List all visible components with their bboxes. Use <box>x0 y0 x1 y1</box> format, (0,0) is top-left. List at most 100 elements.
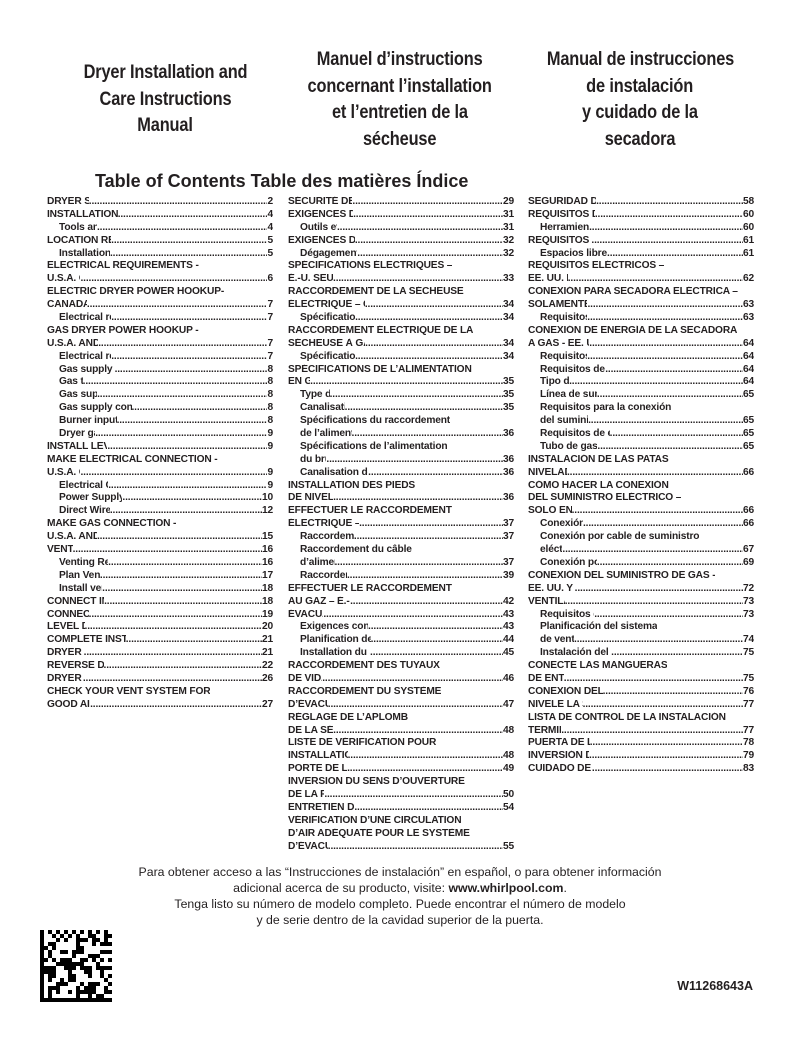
toc-entry[interactable]: INSTALACIÓN DE LAS PATAS <box>528 454 754 467</box>
toc-subentry[interactable]: Requisitos de entrada del quemador 65 <box>528 428 754 441</box>
toc-entry[interactable]: É.-U. SEULEMENT 33 <box>288 273 514 286</box>
toc-entry[interactable]: U.S.A. ONLY 6 <box>47 273 273 286</box>
toc-entry[interactable]: ENTRETIEN DE LA SÉCHEUSE 54 <box>288 802 514 815</box>
toc-entry[interactable]: MAKE GAS CONNECTION - <box>47 518 273 531</box>
toc-subentry[interactable]: Installation clearances 5 <box>47 248 273 261</box>
toc-subentry[interactable]: Raccordement direct 39 <box>288 570 514 583</box>
toc-entry[interactable]: EXIGENCES D’INSTALLATION 31 <box>288 209 514 222</box>
toc-entry[interactable]: GAS DRYER POWER HOOKUP - <box>47 325 273 338</box>
toc-subentry[interactable]: Dégagements d’installation 32 <box>288 248 514 261</box>
toc-entry[interactable]: DE NIVELLEMENT 36 <box>288 492 514 505</box>
toc-subentry[interactable]: Gas supply line 8 <box>47 389 273 402</box>
toc-subentry[interactable]: Raccordement du câble <box>288 544 514 557</box>
toc-subentry[interactable]: Requisitos de ventilación 73 <box>528 609 754 622</box>
website-link[interactable]: www.whirlpool.com <box>448 881 564 895</box>
toc-subentry[interactable]: Canalisation de gaz 35 <box>288 402 514 415</box>
toc-subentry[interactable]: Conexión por cable de suministro <box>528 531 754 544</box>
toc-entry[interactable]: U.S.A. AND CANADA 15 <box>47 531 273 544</box>
toc-entry[interactable]: INSTALLATION REQUIREMENTS 4 <box>47 209 273 222</box>
toc-subentry[interactable]: Electrical requirements 7 <box>47 312 273 325</box>
toc-entry[interactable]: CONEXIÓN PARA SECADORA ELÉCTRICA – <box>528 286 754 299</box>
toc-entry[interactable]: CONEXIÓN DEL DUCTO DE ESCAPE 76 <box>528 686 754 699</box>
toc-entry[interactable]: U.S.A. AND CANADA 7 <box>47 338 273 351</box>
toc-subentry[interactable]: Línea de suministro de gas 65 <box>528 389 754 402</box>
toc-entry[interactable]: DE LA SÉCHEUSE 48 <box>288 725 514 738</box>
toc-entry[interactable]: REQUISITOS DE UBICACIÓN 61 <box>528 235 754 248</box>
toc-entry[interactable]: TERMINADA 77 <box>528 725 754 738</box>
toc-entry[interactable]: D’ÉVACUATION 55 <box>288 841 514 854</box>
toc-entry[interactable]: ÉLECTRIQUE – CANADA SEULEMENT 34 <box>288 299 514 312</box>
toc-subentry[interactable]: Requisitos eléctricos 63 <box>528 312 754 325</box>
toc-entry[interactable]: REVERSE DOOR SWING 22 <box>47 660 273 673</box>
toc-entry[interactable]: MAKE ELECTRICAL CONNECTION - <box>47 454 273 467</box>
toc-entry[interactable]: ELECTRIC DRYER POWER HOOKUP- <box>47 286 273 299</box>
toc-entry[interactable]: CONNECT VENT 19 <box>47 609 273 622</box>
toc-entry[interactable]: U.S.A. ONLY 9 <box>47 467 273 480</box>
toc-entry[interactable]: INVERSION DU SENS D’OUVERTURE <box>288 776 514 789</box>
toc-subentry[interactable]: Tools and parts 4 <box>47 222 273 235</box>
toc-entry[interactable]: INSTALLATION TERMINÉE 48 <box>288 750 514 763</box>
toc-entry[interactable]: NIVELE LA SECADORA 77 <box>528 699 754 712</box>
toc-subentry[interactable]: Gas type 8 <box>47 376 273 389</box>
toc-subentry[interactable]: du brûleur 36 <box>288 454 514 467</box>
toc-entry[interactable]: SÉCHEUSE À GAZ – É.-U. ET CANADA 34 <box>288 338 514 351</box>
toc-entry[interactable]: PUERTA DE LA SECADORA 78 <box>528 737 754 750</box>
toc-entry[interactable]: REQUISITOS DE INSTALACIÓN 60 <box>528 209 754 222</box>
toc-entry[interactable]: INVERSIÓN DE LA PUERTA 79 <box>528 750 754 763</box>
toc-entry[interactable]: DRYER DOOR 21 <box>47 647 273 660</box>
toc-subentry[interactable]: Spécifications électriques 34 <box>288 312 514 325</box>
toc-subentry[interactable]: Electrical Connection 9 <box>47 480 273 493</box>
toc-entry[interactable]: DRYER SAFETY 2 <box>47 196 273 209</box>
toc-entry[interactable]: DRYER CARE 26 <box>47 673 273 686</box>
toc-subentry[interactable]: Spécifications de l’alimentation <box>288 441 514 454</box>
toc-subentry[interactable]: Herramientas y piezas 60 <box>528 222 754 235</box>
toc-subentry[interactable]: eléctrico 67 <box>528 544 754 557</box>
toc-entry[interactable]: INSTALLATION DES PIEDS <box>288 480 514 493</box>
toc-entry[interactable]: LISTE DE VÉRIFICATION POUR <box>288 737 514 750</box>
toc-entry[interactable]: EN GAZ 35 <box>288 376 514 389</box>
toc-entry[interactable]: VENTILACIÓN 73 <box>528 596 754 609</box>
toc-subentry[interactable]: Exigences concernant l’évacuation 43 <box>288 621 514 634</box>
toc-entry[interactable]: DEL SUMINISTRO ELÉCTRICO – <box>528 492 754 505</box>
toc-subentry[interactable]: Instalación del sistema de ventilación 75 <box>528 647 754 660</box>
toc-entry[interactable]: ELECTRICAL REQUIREMENTS - <box>47 260 273 273</box>
toc-entry[interactable]: LEVEL DRYER 20 <box>47 621 273 634</box>
toc-entry[interactable]: PORTE DE LA SÉCHEUSE 49 <box>288 763 514 776</box>
toc-entry[interactable]: RACCORDEMENT DU SYSTÈME <box>288 686 514 699</box>
toc-subentry[interactable]: Espacios libres para la instalación 61 <box>528 248 754 261</box>
toc-subentry[interactable]: Installation du système d’évacuation 45 <box>288 647 514 660</box>
toc-subentry[interactable]: Spécifications du raccordement <box>288 415 514 428</box>
toc-subentry[interactable]: Electrical requirements 7 <box>47 351 273 364</box>
toc-subentry[interactable]: Planification des circuits de conduits 44 <box>288 634 514 647</box>
toc-entry[interactable]: CONEXIÓN DE ENERGÍA DE LA SECADORA <box>528 325 754 338</box>
toc-subentry[interactable]: Dryer gas pipe 9 <box>47 428 273 441</box>
toc-entry[interactable]: SÉCURITÉ DE LA SÉCHEUSE 29 <box>288 196 514 209</box>
toc-entry[interactable]: REQUISITOS ELÉCTRICOS – <box>528 260 754 273</box>
toc-entry[interactable]: DE VIDANGE 46 <box>288 673 514 686</box>
toc-subentry[interactable]: Conexión eléctrica 66 <box>528 518 754 531</box>
toc-subentry[interactable]: Tipo de gas 64 <box>528 376 754 389</box>
toc-subentry[interactable]: Direct Wire Connection 12 <box>47 505 273 518</box>
toc-entry[interactable]: SPÉCIFICATIONS ÉLECTRIQUES – <box>288 260 514 273</box>
toc-entry[interactable]: CÓMO HACER LA CONEXIÓN <box>528 480 754 493</box>
toc-entry[interactable]: EXIGENCES D’EMPLACEMENT 32 <box>288 235 514 248</box>
toc-entry[interactable]: A GAS - EE. UU. Y CANADÁ 64 <box>528 338 754 351</box>
toc-subentry[interactable]: Venting Requirements 16 <box>47 557 273 570</box>
toc-entry[interactable]: SOLAMENTE EN CANADÁ 63 <box>528 299 754 312</box>
toc-subentry[interactable]: Raccordement électrique 37 <box>288 531 514 544</box>
toc-entry[interactable]: RÉGLAGE DE L’APLOMB <box>288 712 514 725</box>
toc-subentry[interactable]: Spécifications électriques 34 <box>288 351 514 364</box>
toc-entry[interactable]: LOCATION REQUIREMENTS 5 <box>47 235 273 248</box>
toc-subentry[interactable]: Gas supply requirements 8 <box>47 364 273 377</box>
toc-entry[interactable]: EFFECTUER LE RACCORDEMENT <box>288 583 514 596</box>
toc-entry[interactable]: ÉVACUATION 43 <box>288 609 514 622</box>
toc-subentry[interactable]: Requisitos eléctricos 64 <box>528 351 754 364</box>
toc-entry[interactable]: RACCORDEMENT DE LA SÉCHEUSE <box>288 286 514 299</box>
toc-subentry[interactable]: d’alimentation 37 <box>288 557 514 570</box>
toc-entry[interactable]: DE ENTRADA 75 <box>528 673 754 686</box>
toc-entry[interactable]: EE. UU. EE. UU. 62 <box>528 273 754 286</box>
toc-subentry[interactable]: Requisitos del suministro de gas 64 <box>528 364 754 377</box>
toc-entry[interactable]: CONEXIÓN DEL SUMINISTRO DE GAS - <box>528 570 754 583</box>
toc-entry[interactable]: GOOD AIR FLOW 27 <box>47 699 273 712</box>
toc-entry[interactable]: CHECK YOUR VENT SYSTEM FOR <box>47 686 273 699</box>
